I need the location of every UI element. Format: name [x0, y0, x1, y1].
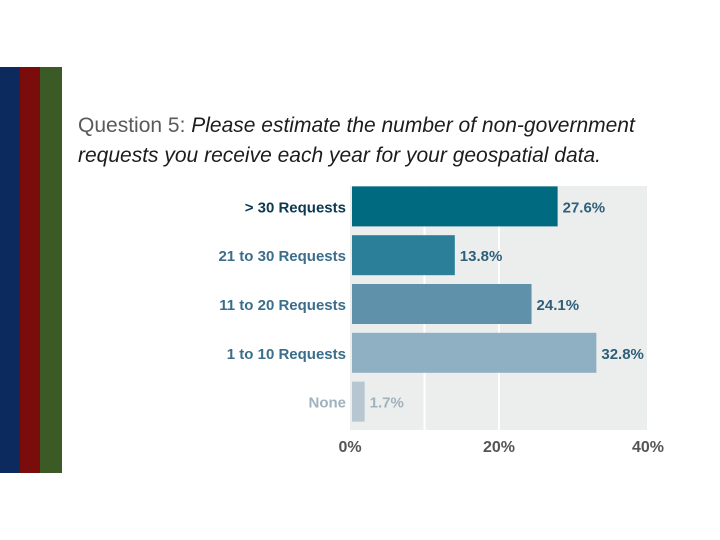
- category-label-2: 11 to 20 Requests: [219, 297, 346, 314]
- category-label-0: > 30 Requests: [245, 199, 346, 216]
- value-label-2: 24.1%: [537, 297, 580, 314]
- value-label-4: 1.7%: [370, 395, 404, 412]
- bar-3: [352, 332, 597, 373]
- question-prefix: Question 5:: [78, 114, 192, 137]
- question-heading: Question 5: Please estimate the number o…: [78, 111, 678, 171]
- question-text: Please estimate the number of non-govern…: [78, 114, 635, 167]
- bar-4: [352, 381, 365, 422]
- x-tick-label-0: 0%: [338, 439, 361, 456]
- value-label-1: 13.8%: [460, 248, 503, 265]
- stripe-green: [40, 67, 62, 473]
- bar-1: [352, 235, 455, 276]
- value-label-0: 27.6%: [563, 199, 606, 216]
- stripe-blue: [0, 67, 21, 473]
- x-tick-label-1: 20%: [483, 439, 515, 456]
- value-label-3: 32.8%: [601, 346, 644, 363]
- category-label-4: None: [309, 395, 347, 412]
- bar-0: [352, 186, 558, 227]
- bar-chart: > 30 Requests 27.6% 21 to 30 Requests 13.8%…: [218, 186, 664, 456]
- stripe-red: [20, 67, 41, 473]
- bar-2: [352, 284, 532, 324]
- category-label-1: 21 to 30 Requests: [218, 248, 346, 265]
- category-label-3: 1 to 10 Requests: [227, 346, 346, 363]
- x-tick-label-2: 40%: [632, 439, 664, 456]
